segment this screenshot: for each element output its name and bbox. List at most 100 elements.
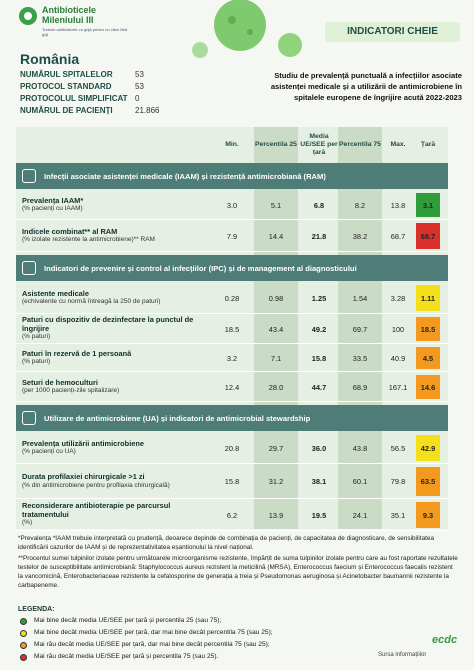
source-label: Sursa informațiilor: [378, 652, 427, 658]
row-label: Seturi de hemoculturi: [22, 377, 98, 387]
row-note: (% paturi): [22, 333, 51, 341]
cell-value: 6.8: [313, 200, 325, 210]
legend-text: Mai rău decât media UE/SEE per țară, dar…: [34, 641, 270, 648]
legend-dot: [20, 654, 27, 661]
cell-value: 3.2: [226, 353, 238, 363]
cell-value: 12.4: [224, 382, 240, 392]
column-header: Percentila 25: [255, 141, 297, 148]
stat-label: PROTOCOLUL SIMPLIFICAT: [20, 94, 128, 103]
legend-dot: [20, 618, 27, 625]
stat-value: 53: [135, 82, 144, 91]
study-title: Studiu de prevalență punctuală a infecți…: [270, 71, 462, 102]
row-label-box: Seturi de hemoculturi (per 1000 pacienți-…: [22, 373, 207, 401]
cell-value: 29.7: [268, 443, 284, 453]
column-header: Max.: [390, 141, 406, 148]
source-logo: ecdc: [432, 634, 458, 646]
footnotes: *Prevalența *IAAM trebuie interpretată c…: [18, 534, 458, 592]
cell-value: 36.0: [311, 443, 327, 453]
cell-value: 7.9: [226, 231, 238, 241]
row-divider: [16, 371, 448, 372]
section-header: Infecții asociate asistenței medicale (I…: [16, 163, 448, 189]
cell-value: 167.1: [388, 382, 408, 392]
row-label-box: Durata profilaxiei chirurgicale >1 zi (% …: [22, 465, 207, 498]
cell-value: 68.9: [352, 382, 368, 392]
section-icon: [22, 169, 36, 183]
country-value: 9.3: [416, 502, 440, 528]
row-label: Asistente medicale: [22, 288, 89, 298]
cell-value: 15.8: [224, 477, 240, 486]
stat-value: 0: [135, 94, 140, 103]
country-value: 1.11: [416, 285, 440, 311]
row-note: (% paturi): [22, 358, 51, 365]
section-header: Utilizare de antimicrobiene (UA) și indi…: [16, 405, 448, 431]
cell-value: 60.1: [352, 477, 368, 486]
country-value: 4.5: [416, 347, 440, 369]
row-label: Prevalența utilizării antimicrobiene: [22, 438, 144, 448]
cell-value: 24.1: [352, 510, 368, 520]
section-title: Indicatori de prevenire și control al in…: [44, 263, 357, 273]
cell-value: 21.8: [311, 231, 327, 241]
country-value: 68.7: [416, 223, 440, 249]
cell-value: 6.2: [226, 510, 238, 520]
cell-value: 5.1: [270, 200, 282, 210]
country-value: 42.9: [416, 435, 440, 461]
section-title: Utilizare de antimicrobiene (UA) și indi…: [44, 413, 311, 423]
cell-value: 15.8: [311, 353, 327, 363]
cell-value: 31.2: [268, 477, 284, 486]
country: România: [20, 51, 80, 67]
logo-title: Antibioticele Mileniului III: [42, 5, 97, 25]
column-header: Țară: [420, 141, 436, 148]
cell-value: 43.8: [352, 443, 368, 453]
row-label: Durata profilaxiei chirurgicale >1 zi: [22, 472, 145, 481]
cell-value: 40.9: [390, 353, 406, 363]
row-label-box: Indicele combinat** al RAM (% izolate rez…: [22, 221, 207, 251]
section-header: Indicatori de prevenire și control al in…: [16, 255, 448, 281]
row-label: Reconsiderare antibioterapie pe parcursu…: [22, 501, 171, 519]
country-value: 14.6: [416, 375, 440, 399]
section-icon: [22, 261, 36, 275]
virus-graphic: [192, 0, 302, 58]
badge: INDICATORI CHEIE: [325, 22, 460, 42]
legend-text: Mai rău decât media UE/SEE per țară și p…: [34, 653, 219, 660]
row-label-box: Paturi în rezervă de 1 persoană (% paturi…: [22, 345, 207, 371]
cell-value: 38.1: [311, 477, 327, 486]
footnote: *Prevalența *IAAM trebuie interpretată c…: [18, 535, 435, 551]
stat-label: NUMĂRUL SPITALELOR: [20, 70, 113, 79]
row-label: Prevalența IAAM*: [22, 195, 84, 205]
country-value: 63.5: [416, 467, 440, 496]
footnote: **Procentul sumei tulpinilor izolate pen…: [18, 555, 458, 589]
section-icon: [22, 411, 36, 425]
cell-value: 0.98: [268, 293, 284, 303]
row-divider: [16, 463, 448, 464]
legend-title: LEGENDA:: [18, 606, 55, 613]
cell-value: 35.1: [390, 510, 406, 520]
row-divider: [16, 313, 448, 314]
column-stripe: [338, 127, 382, 529]
cell-value: 49.2: [311, 324, 327, 334]
row-label-box: Prevalența IAAM* (% pacienți cu IAAM): [22, 191, 207, 219]
row-note: (% din antimicrobiene pentru profilaxia …: [22, 481, 170, 489]
legend-dot: [20, 630, 27, 637]
cell-value: 8.2: [354, 200, 366, 210]
logo-tagline: Trebuie antibioticele cu grijă pentru un…: [42, 27, 128, 37]
cell-value: 1.54: [352, 293, 368, 303]
cell-value: 28.0: [268, 382, 284, 392]
row-note: (% pacienți cu IAAM): [22, 205, 83, 212]
row-label: Paturi în rezervă de 1 persoană: [22, 348, 132, 358]
cell-value: 38.2: [352, 231, 368, 241]
cell-value: 79.8: [390, 477, 406, 486]
country-value: 3.1: [416, 193, 440, 217]
logo-icon: [19, 7, 37, 25]
cell-value: 14.4: [268, 231, 284, 241]
row-divider: [16, 343, 448, 344]
cell-value: 44.7: [311, 382, 327, 392]
stat-value: 21.866: [135, 106, 160, 115]
cell-value: 20.8: [224, 443, 240, 453]
cell-value: 33.5: [352, 353, 368, 363]
legend: Mai bine decât media UE/SEE per țară și …: [18, 617, 378, 667]
stat-label: PROTOCOL STANDARD: [20, 82, 112, 91]
cell-value: 43.4: [268, 324, 284, 334]
cell-value: 3.0: [226, 200, 238, 210]
cell-value: 0.28: [224, 293, 240, 303]
